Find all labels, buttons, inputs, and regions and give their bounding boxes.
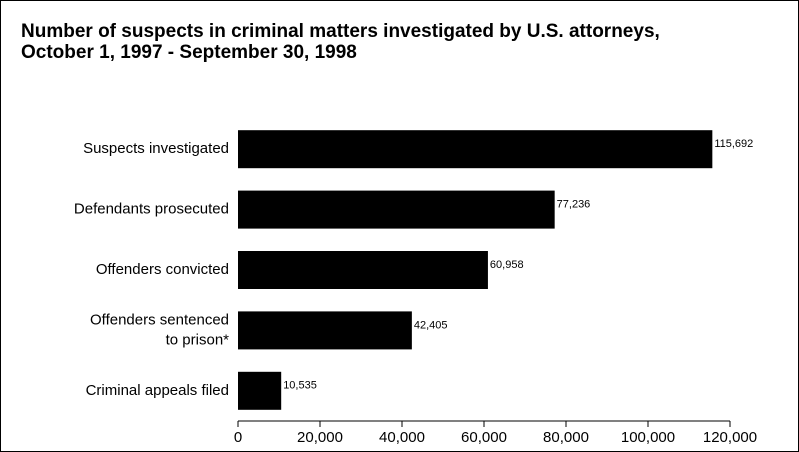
y-tick-label: Suspects investigated xyxy=(83,140,229,157)
y-tick-label: Defendants prosecuted xyxy=(74,201,229,218)
x-tick-label: 20,000 xyxy=(297,429,343,446)
value-label: 10,535 xyxy=(283,380,317,392)
y-tick-label: Offenders sentenced to prison* xyxy=(90,311,229,348)
x-tick-label: 100,000 xyxy=(621,429,675,446)
bar xyxy=(238,251,488,289)
value-label: 115,692 xyxy=(714,138,753,150)
bar xyxy=(238,371,282,410)
value-label: 60,958 xyxy=(490,259,524,271)
bar xyxy=(238,130,713,169)
value-label: 42,405 xyxy=(414,319,448,331)
x-tick-label: 0 xyxy=(234,429,242,446)
x-tick-label: 60,000 xyxy=(461,429,507,446)
x-tick-label: 40,000 xyxy=(379,429,425,446)
bar xyxy=(238,190,555,229)
value-label: 77,236 xyxy=(557,199,591,211)
x-tick-label: 80,000 xyxy=(543,429,589,446)
bar xyxy=(238,311,412,350)
y-tick-label: Offenders convicted xyxy=(96,261,229,278)
y-tick-label: Criminal appeals filed xyxy=(86,382,229,399)
x-tick-label: 120,000 xyxy=(703,429,757,446)
chart-title: Number of suspects in criminal matters i… xyxy=(21,21,660,63)
